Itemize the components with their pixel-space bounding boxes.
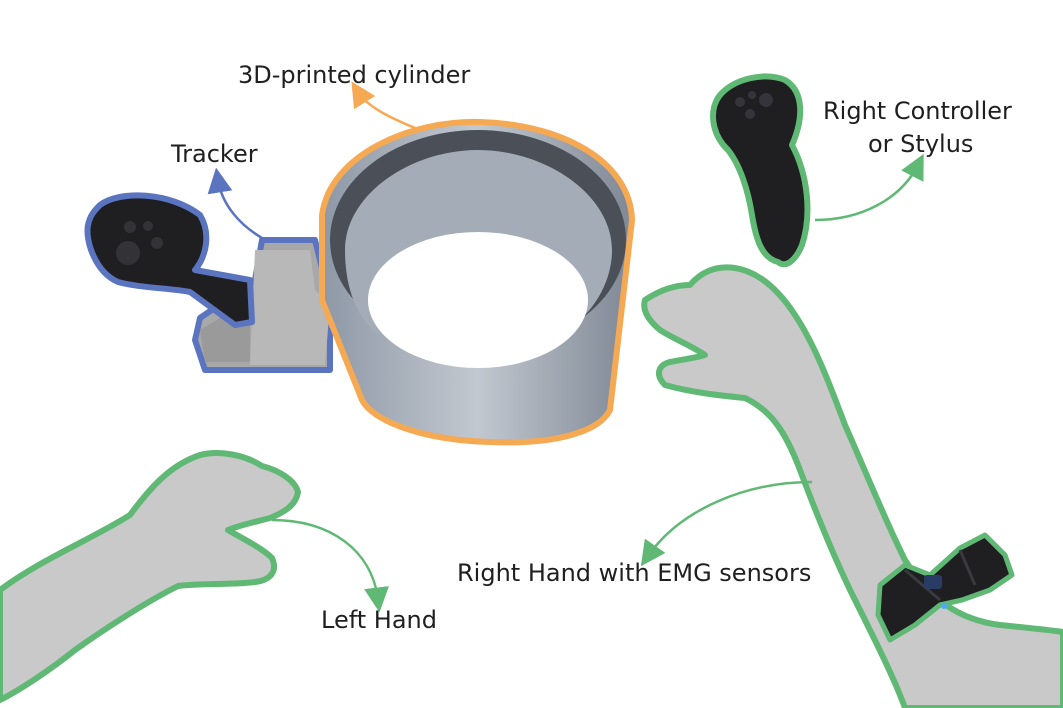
right-hand	[641, 264, 1063, 708]
left-hand-arrow	[271, 518, 389, 613]
left-hand-label: Left Hand	[321, 606, 437, 634]
right-controller	[710, 73, 811, 268]
right-hand-label: Right Hand with EMG sensors	[457, 559, 812, 587]
right-hand-arrow	[640, 480, 813, 567]
right-controller-label-line2: or Stylus	[868, 130, 974, 158]
tracker	[84, 192, 333, 373]
cylinder-arrow	[351, 81, 421, 132]
tracker-arrow	[207, 167, 263, 240]
tracker-label: Tracker	[171, 140, 258, 168]
cylinder-label: 3D-printed cylinder	[238, 61, 471, 89]
right-controller-label-line1: Right Controller	[823, 97, 1012, 125]
tracker-controller	[84, 192, 255, 328]
3d-printed-cylinder	[319, 118, 635, 446]
right-controller-arrow	[814, 153, 924, 222]
emg-armband-icon	[875, 532, 1015, 643]
left-hand	[0, 450, 301, 703]
